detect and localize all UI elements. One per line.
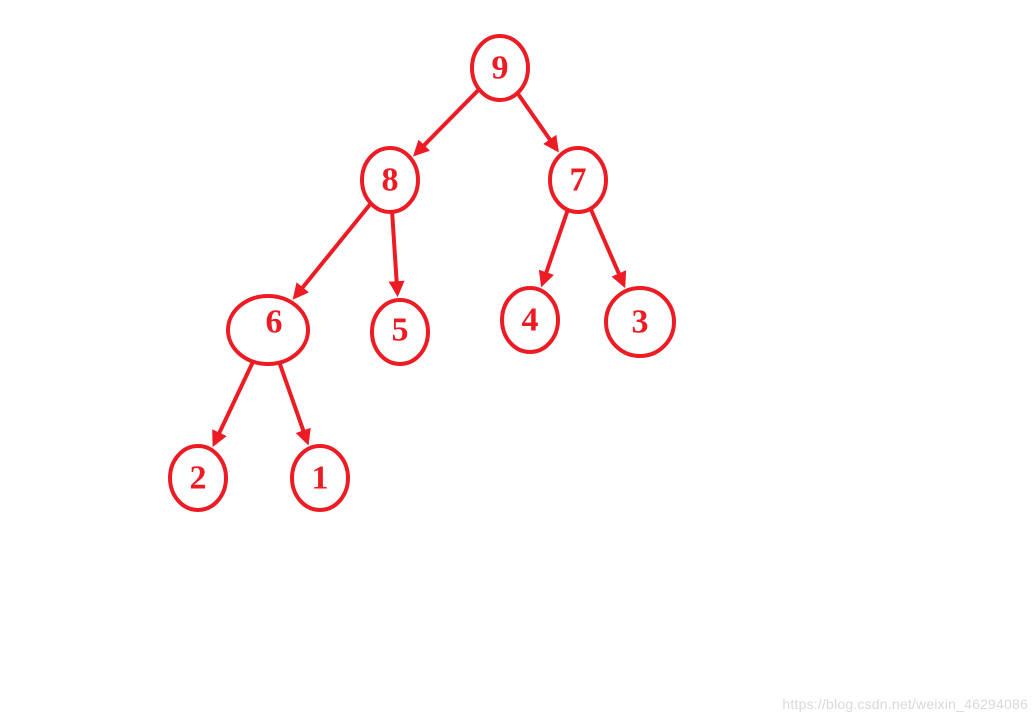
tree-node-5: 5 xyxy=(372,300,428,364)
binary-tree-diagram: 9 8 7 6 5 4 3 2 1 xyxy=(0,0,1036,718)
tree-node-7: 7 xyxy=(550,148,606,212)
node-label: 5 xyxy=(392,312,409,349)
tree-node-9: 9 xyxy=(472,36,528,100)
node-label: 3 xyxy=(632,304,649,341)
node-label: 1 xyxy=(312,460,329,497)
tree-node-4: 4 xyxy=(502,288,558,352)
tree-node-3: 3 xyxy=(606,288,674,356)
tree-edge xyxy=(416,89,479,153)
node-label: 7 xyxy=(570,162,587,199)
tree-edge xyxy=(543,210,568,284)
tree-edge xyxy=(392,212,397,293)
tree-node-6: 6 xyxy=(228,296,308,364)
node-label: 9 xyxy=(492,50,509,87)
tree-node-1: 1 xyxy=(292,446,348,510)
tree-edges xyxy=(214,89,623,443)
node-label: 8 xyxy=(382,162,399,199)
node-label: 4 xyxy=(522,302,539,339)
tree-edge xyxy=(279,363,307,442)
tree-edge xyxy=(517,93,556,149)
tree-edge xyxy=(591,209,624,285)
node-label: 6 xyxy=(266,304,283,341)
node-label: 2 xyxy=(190,460,207,497)
tree-node-8: 8 xyxy=(362,148,418,212)
tree-edge xyxy=(295,203,371,296)
tree-nodes: 9 8 7 6 5 4 3 2 1 xyxy=(170,36,674,510)
tree-edge xyxy=(214,362,253,444)
tree-node-2: 2 xyxy=(170,446,226,510)
watermark-text: https://blog.csdn.net/weixin_46294086 xyxy=(782,696,1028,712)
